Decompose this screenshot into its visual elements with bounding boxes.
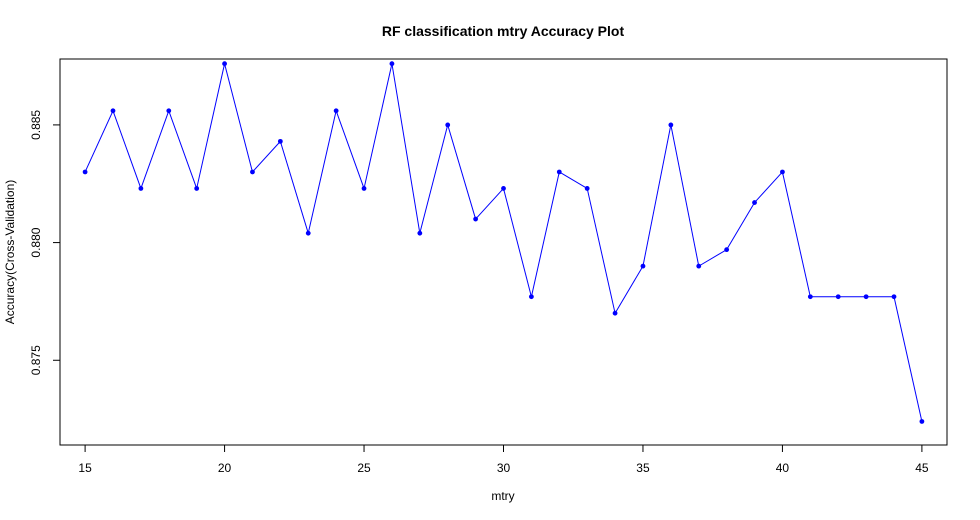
- data-point: [752, 200, 757, 205]
- data-point: [668, 122, 674, 128]
- data-point: [277, 138, 283, 144]
- data-point: [835, 294, 841, 300]
- data-point: [724, 247, 730, 253]
- x-tick-label: 30: [497, 461, 511, 475]
- data-point: [919, 419, 925, 424]
- series-line-segment: [503, 188, 532, 297]
- data-point: [445, 122, 451, 128]
- x-tick-label: 20: [218, 461, 232, 475]
- y-tick-label: 0.875: [29, 345, 43, 375]
- series-line-segment: [84, 110, 114, 173]
- plot-frame: [59, 58, 948, 446]
- series-line-segment: [559, 171, 588, 189]
- series-line-segment: [475, 188, 504, 220]
- y-axis: 0.875 0.880 0.885: [29, 110, 61, 375]
- data-point: [110, 108, 116, 114]
- y-tick-label: 0.885: [29, 110, 43, 140]
- data-point: [780, 169, 785, 175]
- data-point: [417, 230, 423, 236]
- series-line-segment: [642, 124, 672, 267]
- data-point: [640, 263, 646, 269]
- series-line-segment: [252, 141, 281, 173]
- series-line-segment: [363, 63, 393, 189]
- data-point: [333, 108, 339, 114]
- series-line-segment: [726, 202, 755, 250]
- data-point: [501, 186, 506, 191]
- data-point: [863, 294, 869, 300]
- series-line-segment: [698, 249, 727, 267]
- series-line-segment: [419, 124, 449, 234]
- data-point: [250, 169, 255, 175]
- series-line-segment: [893, 296, 923, 422]
- data-point: [584, 186, 590, 191]
- x-tick-label: 40: [776, 461, 790, 475]
- series-line-segment: [224, 63, 253, 173]
- data-point: [166, 108, 172, 114]
- series-line-segment: [781, 171, 811, 297]
- y-tick-label: 0.880: [29, 227, 43, 257]
- series-line-segment: [196, 63, 226, 189]
- data-point: [807, 294, 813, 300]
- x-tick-label: 25: [357, 461, 371, 475]
- series-line-segment: [335, 110, 365, 189]
- series-line-segment: [614, 265, 644, 314]
- data-point: [556, 169, 562, 175]
- data-point: [473, 216, 479, 222]
- series-line-segment: [307, 110, 337, 234]
- x-tick-label: 35: [636, 461, 650, 475]
- series-line-segment: [447, 124, 477, 220]
- series-line-segment: [112, 110, 142, 189]
- series-points: [82, 61, 925, 424]
- series-line-segment: [391, 63, 421, 234]
- data-point: [138, 186, 144, 191]
- series-line: [84, 63, 923, 422]
- series-line-segment: [670, 124, 700, 267]
- series-line-segment: [140, 110, 170, 189]
- x-tick-label: 15: [78, 461, 92, 475]
- data-point: [528, 294, 534, 300]
- series-line-segment: [586, 188, 616, 314]
- data-point: [389, 61, 395, 67]
- data-point: [696, 263, 702, 269]
- data-point: [891, 294, 897, 300]
- data-point: [361, 186, 367, 191]
- data-point: [82, 169, 88, 175]
- series-line-segment: [279, 141, 309, 234]
- series-line-segment: [530, 171, 560, 297]
- data-point: [612, 310, 618, 316]
- x-axis-label: mtry: [491, 489, 514, 503]
- y-axis-label: Accuracy(Cross-Validation): [3, 180, 17, 325]
- data-point: [194, 186, 200, 191]
- data-point: [305, 230, 311, 236]
- x-tick-label: 45: [915, 461, 929, 475]
- x-axis: 15 20 25 30 35 40 45: [78, 444, 929, 475]
- series-line-segment: [754, 171, 783, 203]
- series-line-segment: [168, 110, 198, 189]
- data-point: [222, 61, 227, 67]
- chart-title: RF classification mtry Accuracy Plot: [382, 23, 625, 39]
